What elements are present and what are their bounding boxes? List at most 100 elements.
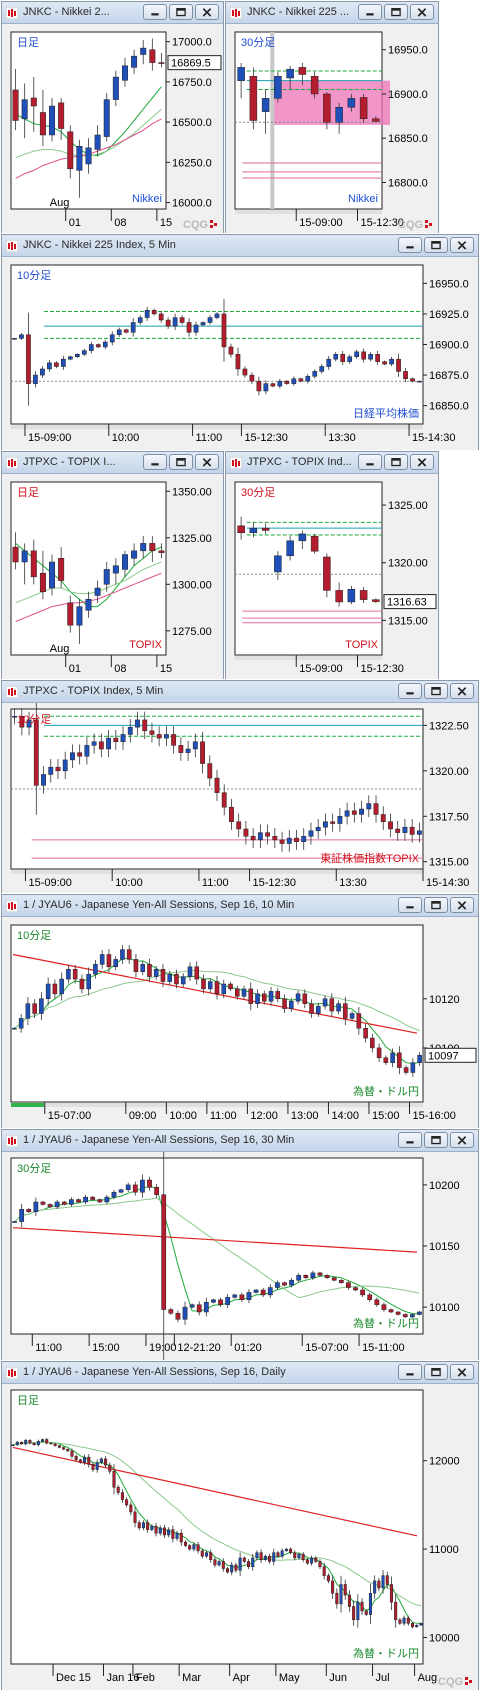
chart-window-topix-5min[interactable]: JTPXC - TOPIX Index, 5 Min 1322.50 1320.00… [1, 680, 479, 893]
chart-window-topix-30min[interactable]: JTPXC - TOPIX Ind... 1325.00 1320.00 1315.0… [225, 451, 439, 679]
candle-body [163, 734, 169, 739]
minimize-button[interactable] [398, 897, 422, 913]
candle-body [57, 1445, 61, 1448]
minimize-button[interactable] [398, 1132, 422, 1148]
candle-body [389, 1584, 393, 1603]
chart-window-yen-30min[interactable]: 1 / JYAU6 - Japanese Yen-All Sessions, S… [1, 1129, 479, 1360]
cqg-app-icon [6, 457, 18, 469]
candle-body [380, 814, 386, 822]
candle-body [66, 1448, 70, 1452]
restore-button[interactable] [169, 454, 193, 470]
restore-button[interactable] [424, 897, 448, 913]
close-button[interactable] [450, 1364, 474, 1380]
restore-button[interactable] [384, 454, 408, 470]
restore-button[interactable] [424, 683, 448, 699]
plot-area [10, 31, 167, 210]
minimize-button[interactable] [398, 237, 422, 253]
restore-button[interactable] [424, 237, 448, 253]
window-titlebar[interactable]: JTPXC - TOPIX Ind... [226, 452, 438, 474]
chart-window-topix-daily[interactable]: JTPXC - TOPIX I... 1350.00 1325.00 1300.00 1… [1, 451, 224, 679]
restore-button[interactable] [424, 1132, 448, 1148]
window-titlebar[interactable]: JNKC - Nikkei 225 Index, 5 Min [2, 235, 478, 257]
restore-button[interactable] [384, 4, 408, 20]
candle-body [309, 1003, 314, 1014]
candle-body [61, 358, 66, 367]
chart-svg: 10120101001009715-07:0009:0010:0011:0012… [2, 917, 478, 1128]
candle-body [94, 134, 101, 150]
candle-body [66, 969, 71, 980]
time-scroll-bar [235, 210, 382, 214]
close-button[interactable] [450, 237, 474, 253]
candle-body [94, 587, 101, 596]
cqg-logo-square [465, 1677, 468, 1680]
candle-body [377, 1580, 381, 1589]
candle-body [79, 978, 85, 990]
x-tick-label: 13:00 [291, 1110, 319, 1122]
candle-body [113, 737, 119, 742]
candle-body [385, 1575, 389, 1585]
x-tick-label: 15-09:00 [299, 217, 342, 229]
candle-body [343, 1003, 348, 1019]
close-button[interactable] [410, 454, 434, 470]
candle-body [293, 1552, 297, 1559]
candle-body [167, 973, 172, 982]
chart-window-nikkei-daily[interactable]: JNKC - Nikkei 2... 17000.0 16750.0 16500.0 1… [1, 1, 224, 233]
candle-body [237, 525, 245, 533]
candle-body [137, 1522, 141, 1529]
candle-body [282, 998, 287, 1009]
candle-body [274, 555, 282, 573]
restore-icon [176, 8, 186, 17]
candle-body [326, 358, 332, 367]
close-button[interactable] [450, 1132, 474, 1148]
close-button[interactable] [450, 683, 474, 699]
candle-body [267, 1287, 273, 1296]
candle-body [251, 1557, 255, 1568]
restore-button[interactable] [169, 4, 193, 20]
window-titlebar[interactable]: 1 / JYAU6 - Japanese Yen-All Sessions, S… [2, 1130, 478, 1152]
candle-body [45, 983, 51, 999]
symbol-label: Nikkei [348, 193, 378, 205]
close-button[interactable] [195, 454, 219, 470]
chart-window-nikkei-30min[interactable]: JNKC - Nikkei 225 ... 16950.0 16900.0 16850… [225, 1, 439, 233]
candle-body [106, 954, 112, 968]
window-titlebar[interactable]: 1 / JYAU6 - Japanese Yen-All Sessions, S… [2, 1362, 478, 1384]
window-titlebar[interactable]: JNKC - Nikkei 2... [2, 2, 223, 24]
x-tick-label: 11:00 [35, 1342, 62, 1354]
restore-button[interactable] [424, 1364, 448, 1380]
minimize-button[interactable] [143, 454, 167, 470]
minimize-icon [366, 13, 374, 16]
close-button[interactable] [195, 4, 219, 20]
minimize-button[interactable] [358, 454, 382, 470]
y-tick-label: 1275.00 [172, 626, 212, 638]
minimize-button[interactable] [143, 4, 167, 20]
plot-area [234, 481, 383, 656]
candle-body [25, 1003, 31, 1019]
chart-svg: 1325.00 1320.00 1315.00 1316.63 15-09:00 15-1… [226, 474, 438, 679]
candle-body [11, 1444, 15, 1447]
chart-window-yen-daily[interactable]: 1 / JYAU6 - Japanese Yen-All Sessions, S… [1, 1361, 479, 1690]
y-tick-label: 12000 [429, 1456, 460, 1468]
candle-body [335, 1593, 339, 1605]
candle-body [77, 752, 83, 757]
window-titlebar[interactable]: JNKC - Nikkei 225 ... [226, 2, 438, 24]
candle-body [296, 1275, 302, 1281]
minimize-button[interactable] [398, 683, 422, 699]
window-titlebar[interactable]: 1 / JYAU6 - Japanese Yen-All Sessions, S… [2, 895, 478, 917]
candle-body [26, 334, 31, 384]
candle-body [359, 97, 368, 119]
chart-window-nikkei-5min[interactable]: JNKC - Nikkei 225 Index, 5 Min 16950.0 169… [1, 234, 479, 450]
close-button[interactable] [450, 897, 474, 913]
window-titlebar[interactable]: JTPXC - TOPIX Index, 5 Min [2, 681, 478, 703]
minimize-button[interactable] [398, 1364, 422, 1380]
window-titlebar[interactable]: JTPXC - TOPIX I... [2, 452, 223, 474]
candle-body [249, 374, 255, 382]
chart-window-yen-10min[interactable]: 1 / JYAU6 - Japanese Yen-All Sessions, S… [1, 894, 479, 1128]
minimize-button[interactable] [358, 4, 382, 20]
close-button[interactable] [410, 4, 434, 20]
close-icon [457, 901, 467, 910]
candle-body [274, 76, 282, 99]
restore-icon [391, 8, 401, 17]
x-tick-label: 19:00 [149, 1342, 177, 1354]
candle-body [104, 1458, 108, 1466]
